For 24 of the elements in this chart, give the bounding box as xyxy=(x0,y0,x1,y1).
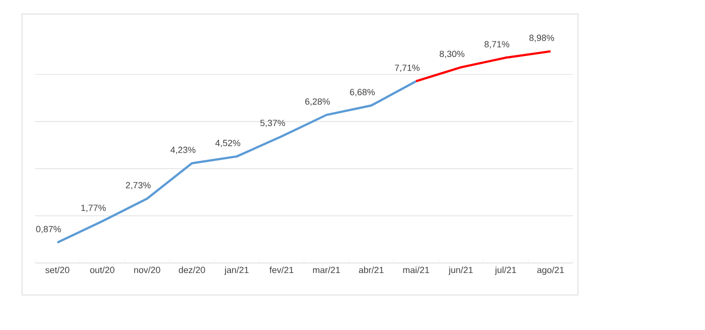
data-label: 8,71% xyxy=(484,41,510,48)
x-tick-label: ago/21 xyxy=(537,266,564,275)
data-label: 8,98% xyxy=(529,34,554,42)
x-tick-label: jun/21 xyxy=(448,266,473,275)
data-label: 8,30% xyxy=(440,50,464,58)
data-label: 2,73% xyxy=(126,182,151,190)
x-tick-label: dez/20 xyxy=(178,266,206,274)
data-label: 5,37% xyxy=(260,120,286,128)
data-label: 0,87% xyxy=(36,226,61,234)
x-tick-label: jan/21 xyxy=(224,266,249,275)
x-tick-label: mar/21 xyxy=(313,266,340,274)
data-label: 6,68% xyxy=(350,88,375,96)
x-tick-label: abr/21 xyxy=(358,266,384,274)
data-label: 6,28% xyxy=(305,98,330,106)
x-tick-label: mai/21 xyxy=(403,266,430,274)
x-tick-label: jul/21 xyxy=(494,266,516,275)
x-tick-label: out/20 xyxy=(90,266,114,274)
x-tick-label: set/20 xyxy=(45,266,70,274)
data-label: 4,23% xyxy=(170,146,196,154)
data-label: 4,52% xyxy=(215,140,240,148)
data-label: 7,71% xyxy=(394,64,420,72)
data-label: 1,77% xyxy=(81,204,106,212)
x-tick-label: nov/20 xyxy=(134,266,160,274)
x-tick-label: fev/21 xyxy=(270,266,294,274)
